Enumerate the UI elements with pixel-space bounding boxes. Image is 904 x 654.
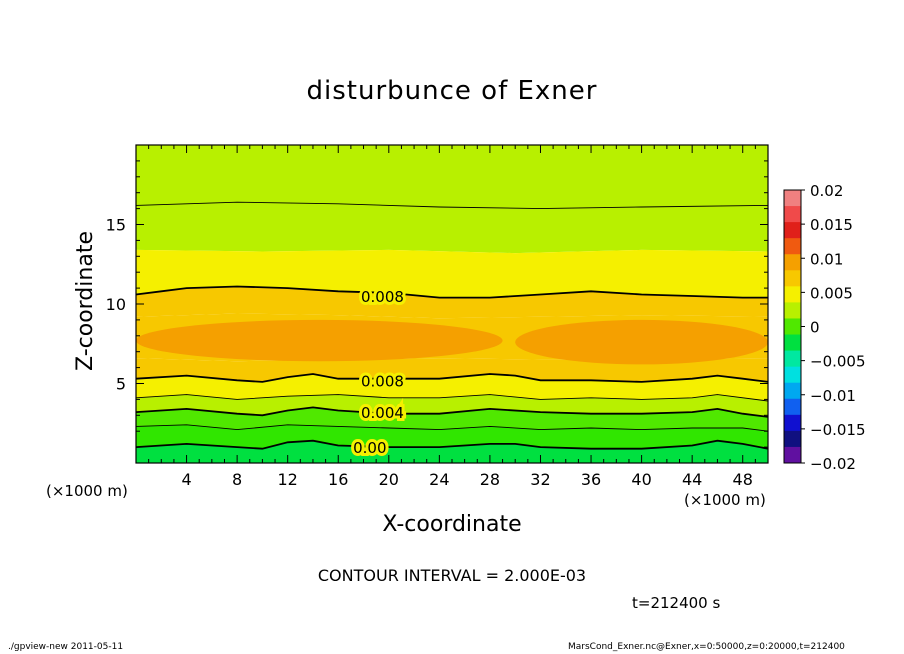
y-axis-title: Z-coordinate [73, 231, 98, 371]
x-tick-label: 28 [480, 470, 500, 489]
colorbar-swatch [784, 446, 801, 464]
contour-label: 0.008 [361, 288, 404, 306]
x-tick-label: 20 [379, 470, 399, 489]
contour-label: 0.004 [361, 404, 404, 422]
x-tick-label: 8 [232, 470, 242, 489]
colorbar-swatch [784, 350, 801, 368]
contour-interval: CONTOUR INTERVAL = 2.000E-03 [317, 566, 587, 585]
colorbar-swatch [784, 238, 801, 255]
x-tick-label: 36 [581, 470, 601, 489]
contour-label: 0.008 [361, 372, 404, 390]
contour-line [135, 201, 769, 210]
band-000 [136, 440, 768, 463]
x-tick-label: 16 [328, 470, 348, 489]
contour-lines [135, 201, 769, 450]
band-top [136, 145, 768, 209]
x-axis-title: X-coordinate [382, 512, 522, 537]
colorbar-swatch [784, 190, 801, 207]
x-tick-label: 48 [733, 470, 753, 489]
colorbar-swatch [784, 366, 801, 384]
x-tick-label: 24 [429, 470, 449, 489]
core-max-right [515, 319, 768, 365]
colorbar-label: 0 [810, 319, 820, 337]
z-tick-label: 15 [106, 216, 126, 235]
colorbar-label: 0.015 [810, 216, 853, 234]
contour-labels: 0.008 0.008 0.004 0.00 [350, 285, 407, 460]
colorbar-swatch [784, 302, 801, 319]
footer-right: MarsCond_Exner.nc@Exner,x=0:50000,z=0:20… [568, 642, 845, 652]
colorbar-swatch [784, 334, 801, 352]
colorbar-swatch [784, 382, 801, 400]
colorbar-label: −0.005 [810, 353, 866, 371]
contour-line [135, 394, 769, 402]
band-004 [136, 407, 768, 432]
colorbar-swatch [784, 254, 801, 271]
x-tick-label: 12 [278, 470, 298, 489]
x-tick-label: 40 [631, 470, 651, 489]
band-008-upper [136, 249, 768, 298]
z-axis: 5 10 15 [106, 144, 768, 464]
colorbar-label: −0.01 [810, 387, 856, 405]
z-tick-label: 5 [116, 375, 126, 394]
contour-label: 0.00 [353, 439, 386, 457]
band-008-lower [136, 374, 768, 401]
colorbar-swatch [784, 206, 801, 223]
x-tick-label: 44 [682, 470, 702, 489]
band-006 [136, 394, 768, 417]
contour-line [135, 424, 769, 432]
contour-line [135, 406, 769, 418]
x-axis: 4 8 12 16 20 24 28 32 36 40 44 48 [135, 145, 769, 489]
x-unit-right: (×1000 m) [684, 491, 766, 509]
colorbar-label: 0.01 [810, 250, 843, 268]
z-tick-label: 10 [106, 295, 126, 314]
contour-line [135, 285, 768, 299]
contour-line [135, 439, 769, 450]
colorbar-swatch [784, 398, 801, 416]
colorbar: 0.02 0.015 0.01 0.005 0 −0.005 −0.01 −0.015 −0.0… [783, 182, 866, 473]
contour-line [135, 373, 769, 383]
x-tick-label: 4 [181, 470, 191, 489]
band-upper [136, 202, 768, 254]
time-label: t=212400 s [632, 594, 721, 612]
colorbar-swatch [784, 414, 801, 432]
colorbar-swatch [784, 430, 801, 448]
x-unit-left: (×1000 m) [46, 482, 128, 500]
band-010-upper [136, 286, 768, 319]
band-002 [136, 424, 768, 449]
core-max-left [136, 319, 503, 362]
colorbar-label: 0.02 [810, 182, 843, 200]
colorbar-swatch [784, 318, 801, 336]
colorbar-swatch [784, 286, 801, 303]
colorbar-label: −0.015 [810, 421, 866, 439]
footer-left: ./gpview-new 2011-05-11 [8, 642, 124, 652]
colorbar-label: −0.02 [810, 455, 856, 473]
colorbar-swatch [784, 270, 801, 287]
x-tick-label: 32 [530, 470, 550, 489]
chart-title: disturbunce of Exner [306, 76, 598, 106]
filled-bands [136, 145, 768, 463]
colorbar-label: 0.005 [810, 284, 853, 302]
colorbar-swatch [784, 222, 801, 239]
